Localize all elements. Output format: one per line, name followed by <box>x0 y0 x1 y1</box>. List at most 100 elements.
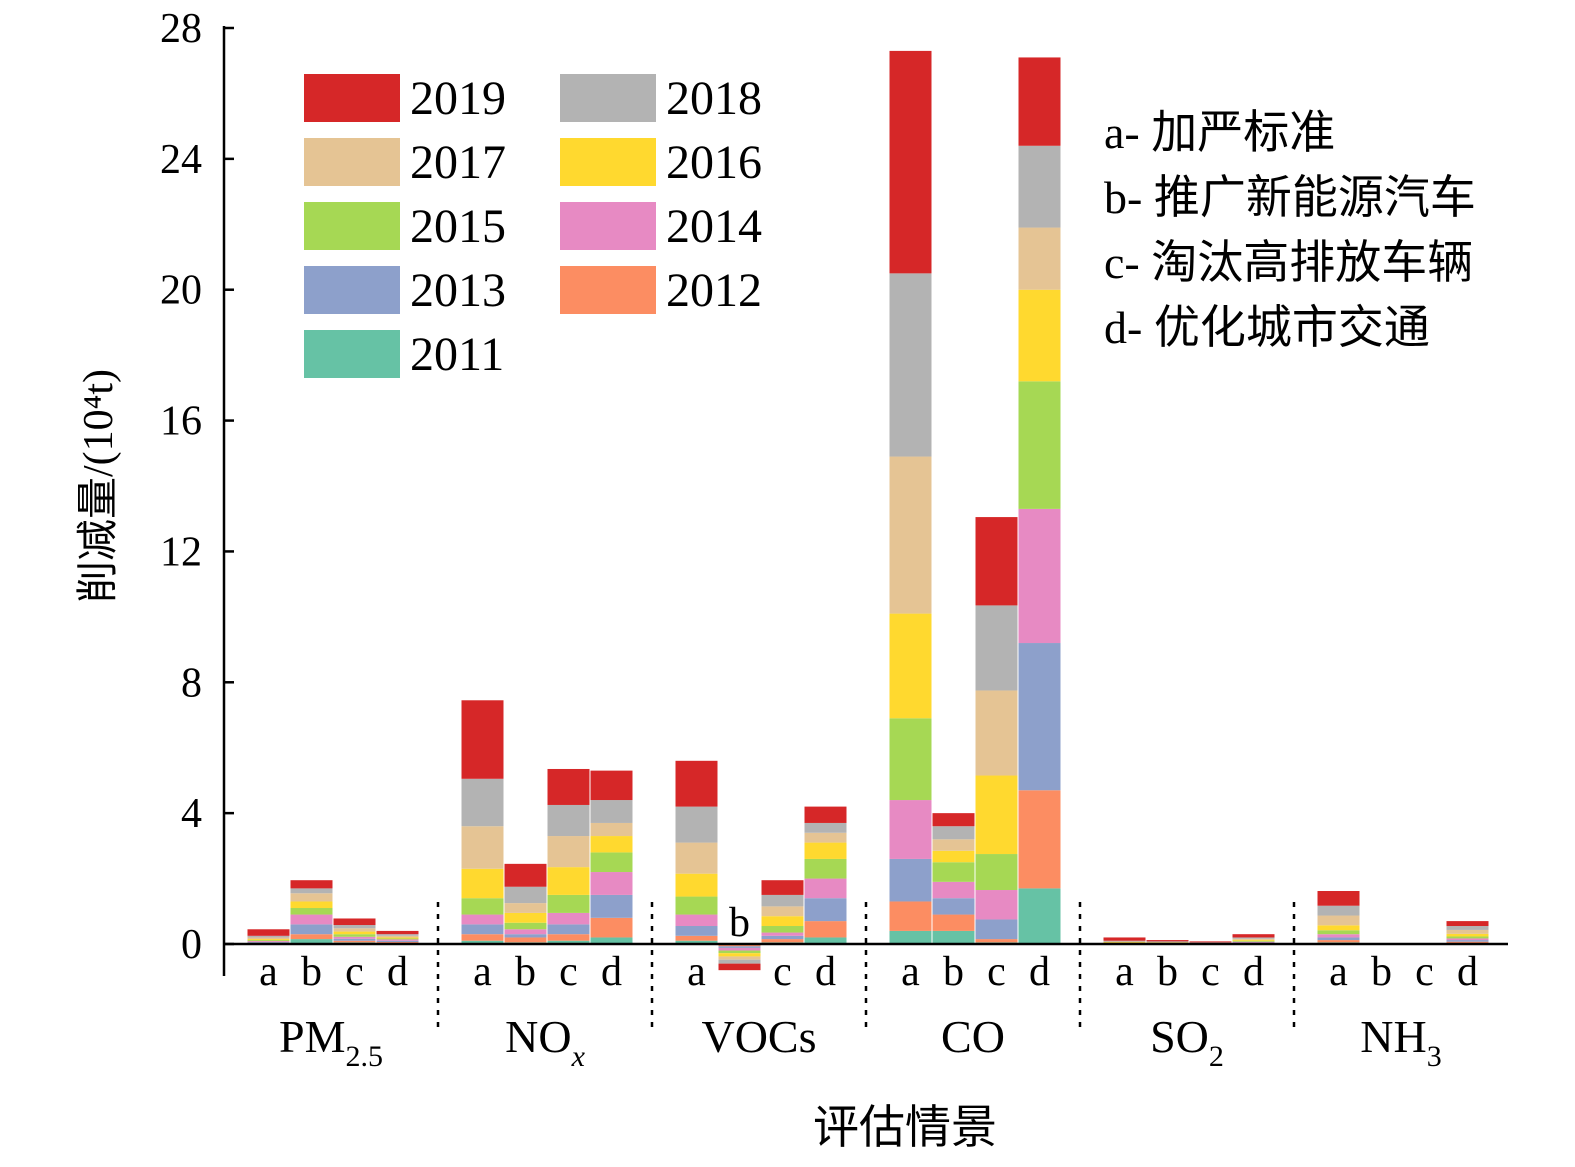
bar-segment-so-d-2014 <box>1232 941 1275 943</box>
bar-segment-no-d-2017 <box>590 822 633 837</box>
scenario-label-c: c <box>345 949 364 995</box>
bar-segment-no-a-2014 <box>461 914 504 925</box>
legend-label-2013: 2013 <box>410 264 506 317</box>
scenario-label-b: b <box>515 949 536 995</box>
category-label-no: NOx <box>505 1011 585 1073</box>
bar-segment-vocs-d-2018 <box>804 822 847 833</box>
scenario-label-b: b <box>1371 949 1392 995</box>
bar-segment-vocs-d-2015 <box>804 858 847 879</box>
bar-segment-co-b-2015 <box>932 862 975 882</box>
bar-segment-co-c-2015 <box>975 854 1018 891</box>
scenario-label-d: d <box>601 949 622 995</box>
bar-segment-so-d-2015 <box>1232 940 1275 942</box>
legend-label-2017: 2017 <box>410 136 506 189</box>
y-tick-label: 12 <box>160 529 202 575</box>
bar-segment-vocs-b-2013 <box>718 946 761 948</box>
bar-segment-vocs-b-2018 <box>718 959 761 964</box>
bar-segment-nh-a-2016 <box>1317 925 1360 931</box>
legend: 2019 2018 2017 2016 2015 2014 2013 2012 2011 <box>304 72 762 381</box>
bar-segment-so-a-2018 <box>1103 940 1146 942</box>
bar-segment-nh-d-2014 <box>1446 938 1489 941</box>
bar-segment-no-c-2011 <box>547 940 590 944</box>
bar-segment-so-b-2019 <box>1146 940 1189 942</box>
bar-segment-co-d-2015 <box>1018 381 1061 509</box>
bar-segment-co-d-2018 <box>1018 145 1061 228</box>
bar-segment-so-a-2019 <box>1103 937 1146 941</box>
bar-segment-vocs-d-2012 <box>804 921 847 938</box>
bar-segment-no-c-2014 <box>547 912 590 925</box>
bar-segment-no-c-2012 <box>547 934 590 941</box>
bar-segment-no-c-2017 <box>547 836 590 868</box>
bar-segment-pm-d-2017 <box>376 935 419 938</box>
bar-segment-no-c-2019 <box>547 768 590 805</box>
y-axis-title: 削减量/(10⁴t) <box>76 369 122 603</box>
scenario-label-c: c <box>559 949 578 995</box>
scenario-label-c: c <box>1415 949 1434 995</box>
bar-segment-nh-d-2013 <box>1446 940 1489 942</box>
bar-segment-vocs-b-2012 <box>718 944 761 947</box>
scenario-label-b: b <box>1157 949 1178 995</box>
bar-segment-co-a-2014 <box>889 800 932 859</box>
bar-segment-co-b-2019 <box>932 813 975 827</box>
scenario-label-b: b <box>943 949 964 995</box>
scenario-label-a: a <box>473 949 492 995</box>
bar-segment-pm-d-2018 <box>376 934 419 936</box>
bars-layer: a b c d a b c d abc d a b c d a b c d a b c d <box>247 50 1489 995</box>
scenario-note-3: d- 优化城市交通 <box>1104 302 1430 353</box>
bar-segment-no-d-2018 <box>590 800 633 823</box>
bar-segment-pm-c-2017 <box>333 928 376 932</box>
scenario-label-a: a <box>1329 949 1348 995</box>
bar-segment-co-c-2018 <box>975 605 1018 691</box>
bar-segment-no-a-2019 <box>461 700 504 779</box>
bar-segment-no-b-2013 <box>504 934 547 938</box>
bar-segment-no-c-2013 <box>547 924 590 935</box>
bar-segment-pm-a-2014 <box>247 941 290 943</box>
bar-segment-pm-a-2019 <box>247 929 290 936</box>
scenario-label-a: a <box>901 949 920 995</box>
bar-segment-co-b-2017 <box>932 839 975 851</box>
bar-segment-co-c-2019 <box>975 517 1018 606</box>
bar-segment-vocs-b-2019 <box>718 963 761 971</box>
bar-segment-co-a-2012 <box>889 901 932 931</box>
bar-segment-vocs-d-2013 <box>804 898 847 922</box>
legend-label-2012: 2012 <box>666 264 762 317</box>
bar-segment-vocs-b-2016 <box>718 953 761 957</box>
bar-segment-pm-c-2019 <box>333 918 376 926</box>
legend-label-2018: 2018 <box>666 72 762 125</box>
scenario-label-a: a <box>1115 949 1134 995</box>
bar-segment-nh-d-2018 <box>1446 926 1489 930</box>
bar-segment-no-d-2012 <box>590 917 633 938</box>
bar-segment-nh-a-2012 <box>1317 940 1360 943</box>
bar-segment-vocs-b-2015 <box>718 950 761 954</box>
legend-swatch-2014 <box>560 202 656 250</box>
bar-segment-so-d-2016 <box>1232 939 1275 941</box>
legend-label-2019: 2019 <box>410 72 506 125</box>
bar-segment-pm-b-2017 <box>290 893 333 902</box>
bar-segment-co-c-2016 <box>975 775 1018 855</box>
bar-segment-pm-a-2015 <box>247 940 290 942</box>
scenario-label-d: d <box>1029 949 1050 995</box>
bar-segment-no-b-2018 <box>504 886 547 904</box>
bar-segment-pm-c-2014 <box>333 936 376 939</box>
bar-segment-no-c-2018 <box>547 804 590 837</box>
bar-segment-pm-b-2019 <box>290 880 333 889</box>
scenario-note-0: a- 加严标准 <box>1104 107 1335 158</box>
bar-segment-pm-c-2012 <box>333 940 376 943</box>
bar-segment-co-c-2012 <box>975 939 1018 943</box>
bar-segment-nh-a-2015 <box>1317 930 1360 935</box>
bar-segment-co-d-2016 <box>1018 289 1061 382</box>
bar-segment-pm-b-2012 <box>290 934 333 940</box>
bar-segment-vocs-d-2019 <box>804 806 847 823</box>
scenario-label-c: c <box>987 949 1006 995</box>
scenario-label-c: c <box>773 949 792 995</box>
bar-segment-pm-c-2018 <box>333 925 376 929</box>
bar-segment-pm-b-2016 <box>290 901 333 909</box>
legend-swatch-2019 <box>304 74 400 122</box>
bar-segment-vocs-a-2017 <box>675 842 718 874</box>
bar-segment-pm-b-2013 <box>290 924 333 935</box>
bar-segment-co-d-2013 <box>1018 643 1061 791</box>
bar-segment-vocs-a-2014 <box>675 914 718 927</box>
bar-segment-co-c-2014 <box>975 890 1018 920</box>
bar-segment-nh-d-2017 <box>1446 929 1489 934</box>
